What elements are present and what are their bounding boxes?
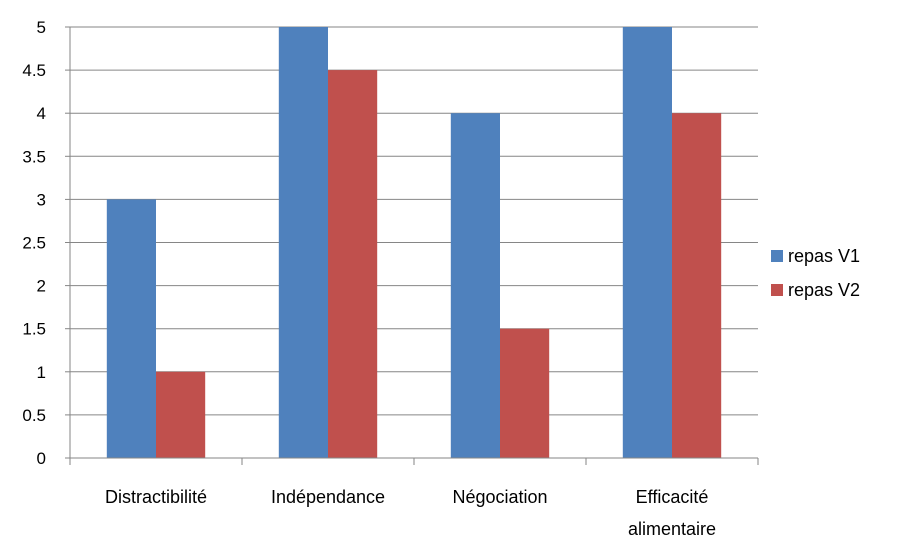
x-category-label: Distractibilité bbox=[105, 487, 207, 507]
y-tick-label: 2.5 bbox=[22, 234, 46, 253]
bar-2 bbox=[500, 328, 550, 458]
legend-swatch bbox=[771, 250, 783, 262]
bar-1 bbox=[622, 27, 672, 458]
y-tick-label: 1.5 bbox=[22, 320, 46, 339]
legend-label: repas V2 bbox=[788, 280, 860, 300]
x-category-label: Indépendance bbox=[271, 487, 385, 507]
y-tick-label: 4.5 bbox=[22, 61, 46, 80]
bar-1 bbox=[278, 27, 328, 458]
bar-1 bbox=[106, 199, 156, 458]
x-category-label: Négociation bbox=[452, 487, 547, 507]
x-axis-category-labels: Distractibilité Indépendance Négociation Ef… bbox=[105, 487, 716, 539]
bar-2 bbox=[672, 113, 722, 458]
bar-2 bbox=[328, 70, 378, 458]
y-tick-label: 1 bbox=[37, 363, 46, 382]
y-tick-label: 2 bbox=[37, 277, 46, 296]
y-tick-label: 0 bbox=[37, 449, 46, 468]
bars bbox=[106, 27, 722, 458]
x-category-label: Efficacité alimentaire bbox=[628, 487, 716, 539]
bar-2 bbox=[156, 371, 206, 458]
y-tick-label: 3.5 bbox=[22, 147, 46, 166]
y-tick-label: 0.5 bbox=[22, 406, 46, 425]
legend-label: repas V1 bbox=[788, 246, 860, 266]
y-tick-label: 5 bbox=[37, 18, 46, 37]
legend: repas V1 repas V2 bbox=[771, 246, 860, 300]
y-axis-tick-labels: 0 0.5 1 1.5 2 2.5 3 3.5 4 4.5 5 bbox=[22, 18, 46, 468]
y-tick-label: 3 bbox=[37, 190, 46, 209]
axes bbox=[65, 26, 759, 465]
y-tick-label: 4 bbox=[37, 104, 46, 123]
bar-1 bbox=[450, 113, 500, 458]
legend-swatch bbox=[771, 284, 783, 296]
